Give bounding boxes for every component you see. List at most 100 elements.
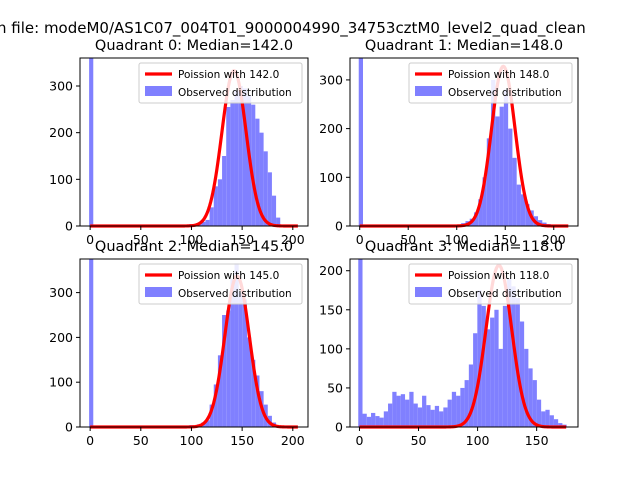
histogram-bar <box>263 151 268 226</box>
histogram-bar <box>528 368 533 427</box>
histogram-bar <box>478 199 483 226</box>
histogram-bar <box>276 217 281 226</box>
axes-frame <box>79 258 309 428</box>
histogram-bar <box>230 100 235 226</box>
histogram-bar <box>217 179 223 226</box>
histogram-bar <box>213 384 218 427</box>
histogram-bar <box>226 310 231 427</box>
histogram-bar <box>499 106 504 226</box>
y-tick-label: 100 <box>49 172 73 187</box>
histogram-bar <box>511 286 516 427</box>
histogram-bar <box>491 79 496 226</box>
y-tick-label: 200 <box>49 125 73 140</box>
histogram-bar <box>89 58 94 226</box>
histogram-bar <box>502 305 508 427</box>
x-tick-label: 50 <box>133 232 149 247</box>
legend-box <box>408 263 573 305</box>
legend: Poission with 118.0 Observed distribution <box>408 263 573 305</box>
figure-suptitle: n file: modeM0/AS1C07_004T01_9000004990_… <box>0 19 586 38</box>
histogram-bar <box>495 116 500 226</box>
histogram-bar <box>468 364 474 427</box>
legend-box <box>408 62 573 104</box>
histogram-bar <box>532 380 537 427</box>
quadrant-0-chart: 0 50 100 150 200 0 100 200 300 Quadrant 0: Median… <box>49 38 309 247</box>
histogram-bar <box>213 186 218 226</box>
histogram-bar <box>238 292 243 427</box>
x-tick-label: 100 <box>180 232 204 247</box>
histogram-bar <box>383 411 389 427</box>
histogram-bar <box>362 413 367 427</box>
histogram-bar <box>519 321 525 427</box>
x-tick-label: 50 <box>133 433 149 448</box>
legend-label: Poission with 145.0 <box>178 270 279 282</box>
histogram-bar <box>375 416 380 427</box>
histogram-bar <box>242 299 247 427</box>
histogram-bar <box>222 315 227 427</box>
histogram-bar <box>536 399 542 427</box>
legend-label: Observed distribution <box>448 87 562 99</box>
histogram-bar <box>392 391 397 427</box>
histogram-bar <box>242 88 247 226</box>
legend-hist-swatch <box>415 287 442 297</box>
histogram-bar <box>473 333 478 427</box>
y-tick-label: 200 <box>319 121 343 136</box>
axes-frame <box>349 57 579 227</box>
histogram-bar <box>430 409 435 427</box>
histogram-bar <box>222 156 227 226</box>
histogram-bar <box>541 411 546 427</box>
histogram-bar <box>366 416 372 427</box>
histogram-bar <box>217 355 223 427</box>
legend: Poission with 142.0 Observed distribution <box>138 62 303 104</box>
histogram-bar <box>255 118 260 226</box>
histogram-bar <box>251 104 256 226</box>
x-tick-label: 200 <box>542 232 566 247</box>
legend-hist-swatch <box>145 287 172 297</box>
histogram-bar <box>553 419 559 427</box>
legend-box <box>138 62 303 104</box>
histogram-bar <box>409 391 414 427</box>
histogram-bar <box>255 375 260 427</box>
y-tick-label: 0 <box>65 219 73 234</box>
legend: Poission with 145.0 Observed distribution <box>138 263 303 305</box>
legend-hist-swatch <box>145 86 172 96</box>
histogram-bar <box>538 220 543 226</box>
x-tick-label: 0 <box>86 433 94 448</box>
chart-title: Quadrant 3: Median=118.0 <box>365 239 563 255</box>
chart-title: Quadrant 0: Median=142.0 <box>95 38 293 54</box>
histogram-bar <box>447 399 452 427</box>
y-tick-label: 300 <box>49 285 73 300</box>
y-tick-label: 150 <box>319 302 343 317</box>
histogram-bar <box>520 194 526 226</box>
histogram-bar <box>451 391 457 427</box>
histogram-bar <box>422 395 427 427</box>
histogram-bars <box>358 259 567 427</box>
histogram-bar <box>525 204 530 226</box>
histogram-bar <box>558 423 563 427</box>
histogram-bar <box>259 132 264 226</box>
histogram-bar <box>486 138 492 226</box>
histogram-bar <box>201 221 206 226</box>
axes-frame <box>79 57 309 227</box>
histogram-bar <box>358 259 363 427</box>
histogram-bar <box>481 305 486 427</box>
histogram-bar <box>267 172 272 226</box>
histogram-bar <box>230 279 235 427</box>
y-tick-label: 100 <box>319 341 343 356</box>
histogram-bar <box>234 90 239 227</box>
histogram-bar <box>485 329 491 427</box>
histogram-bar <box>89 259 94 427</box>
legend-label: Poission with 142.0 <box>178 69 279 81</box>
x-tick-label: 150 <box>493 232 517 247</box>
histogram-bar <box>439 411 444 427</box>
x-tick-label: 100 <box>445 232 469 247</box>
histogram-bar <box>503 89 509 226</box>
legend: Poission with 148.0 Observed distribution <box>408 62 573 104</box>
legend-hist-swatch <box>415 86 442 96</box>
x-tick-label: 150 <box>525 433 549 448</box>
histogram-bar <box>388 403 393 427</box>
quadrant-1-chart: 0 50 100 150 200 0 100 200 300 Quadrant 1: Median… <box>319 38 579 247</box>
histogram-bar <box>507 278 512 427</box>
histogram-bar <box>226 107 231 226</box>
y-tick-label: 0 <box>335 420 343 435</box>
histogram-bar <box>358 58 364 226</box>
